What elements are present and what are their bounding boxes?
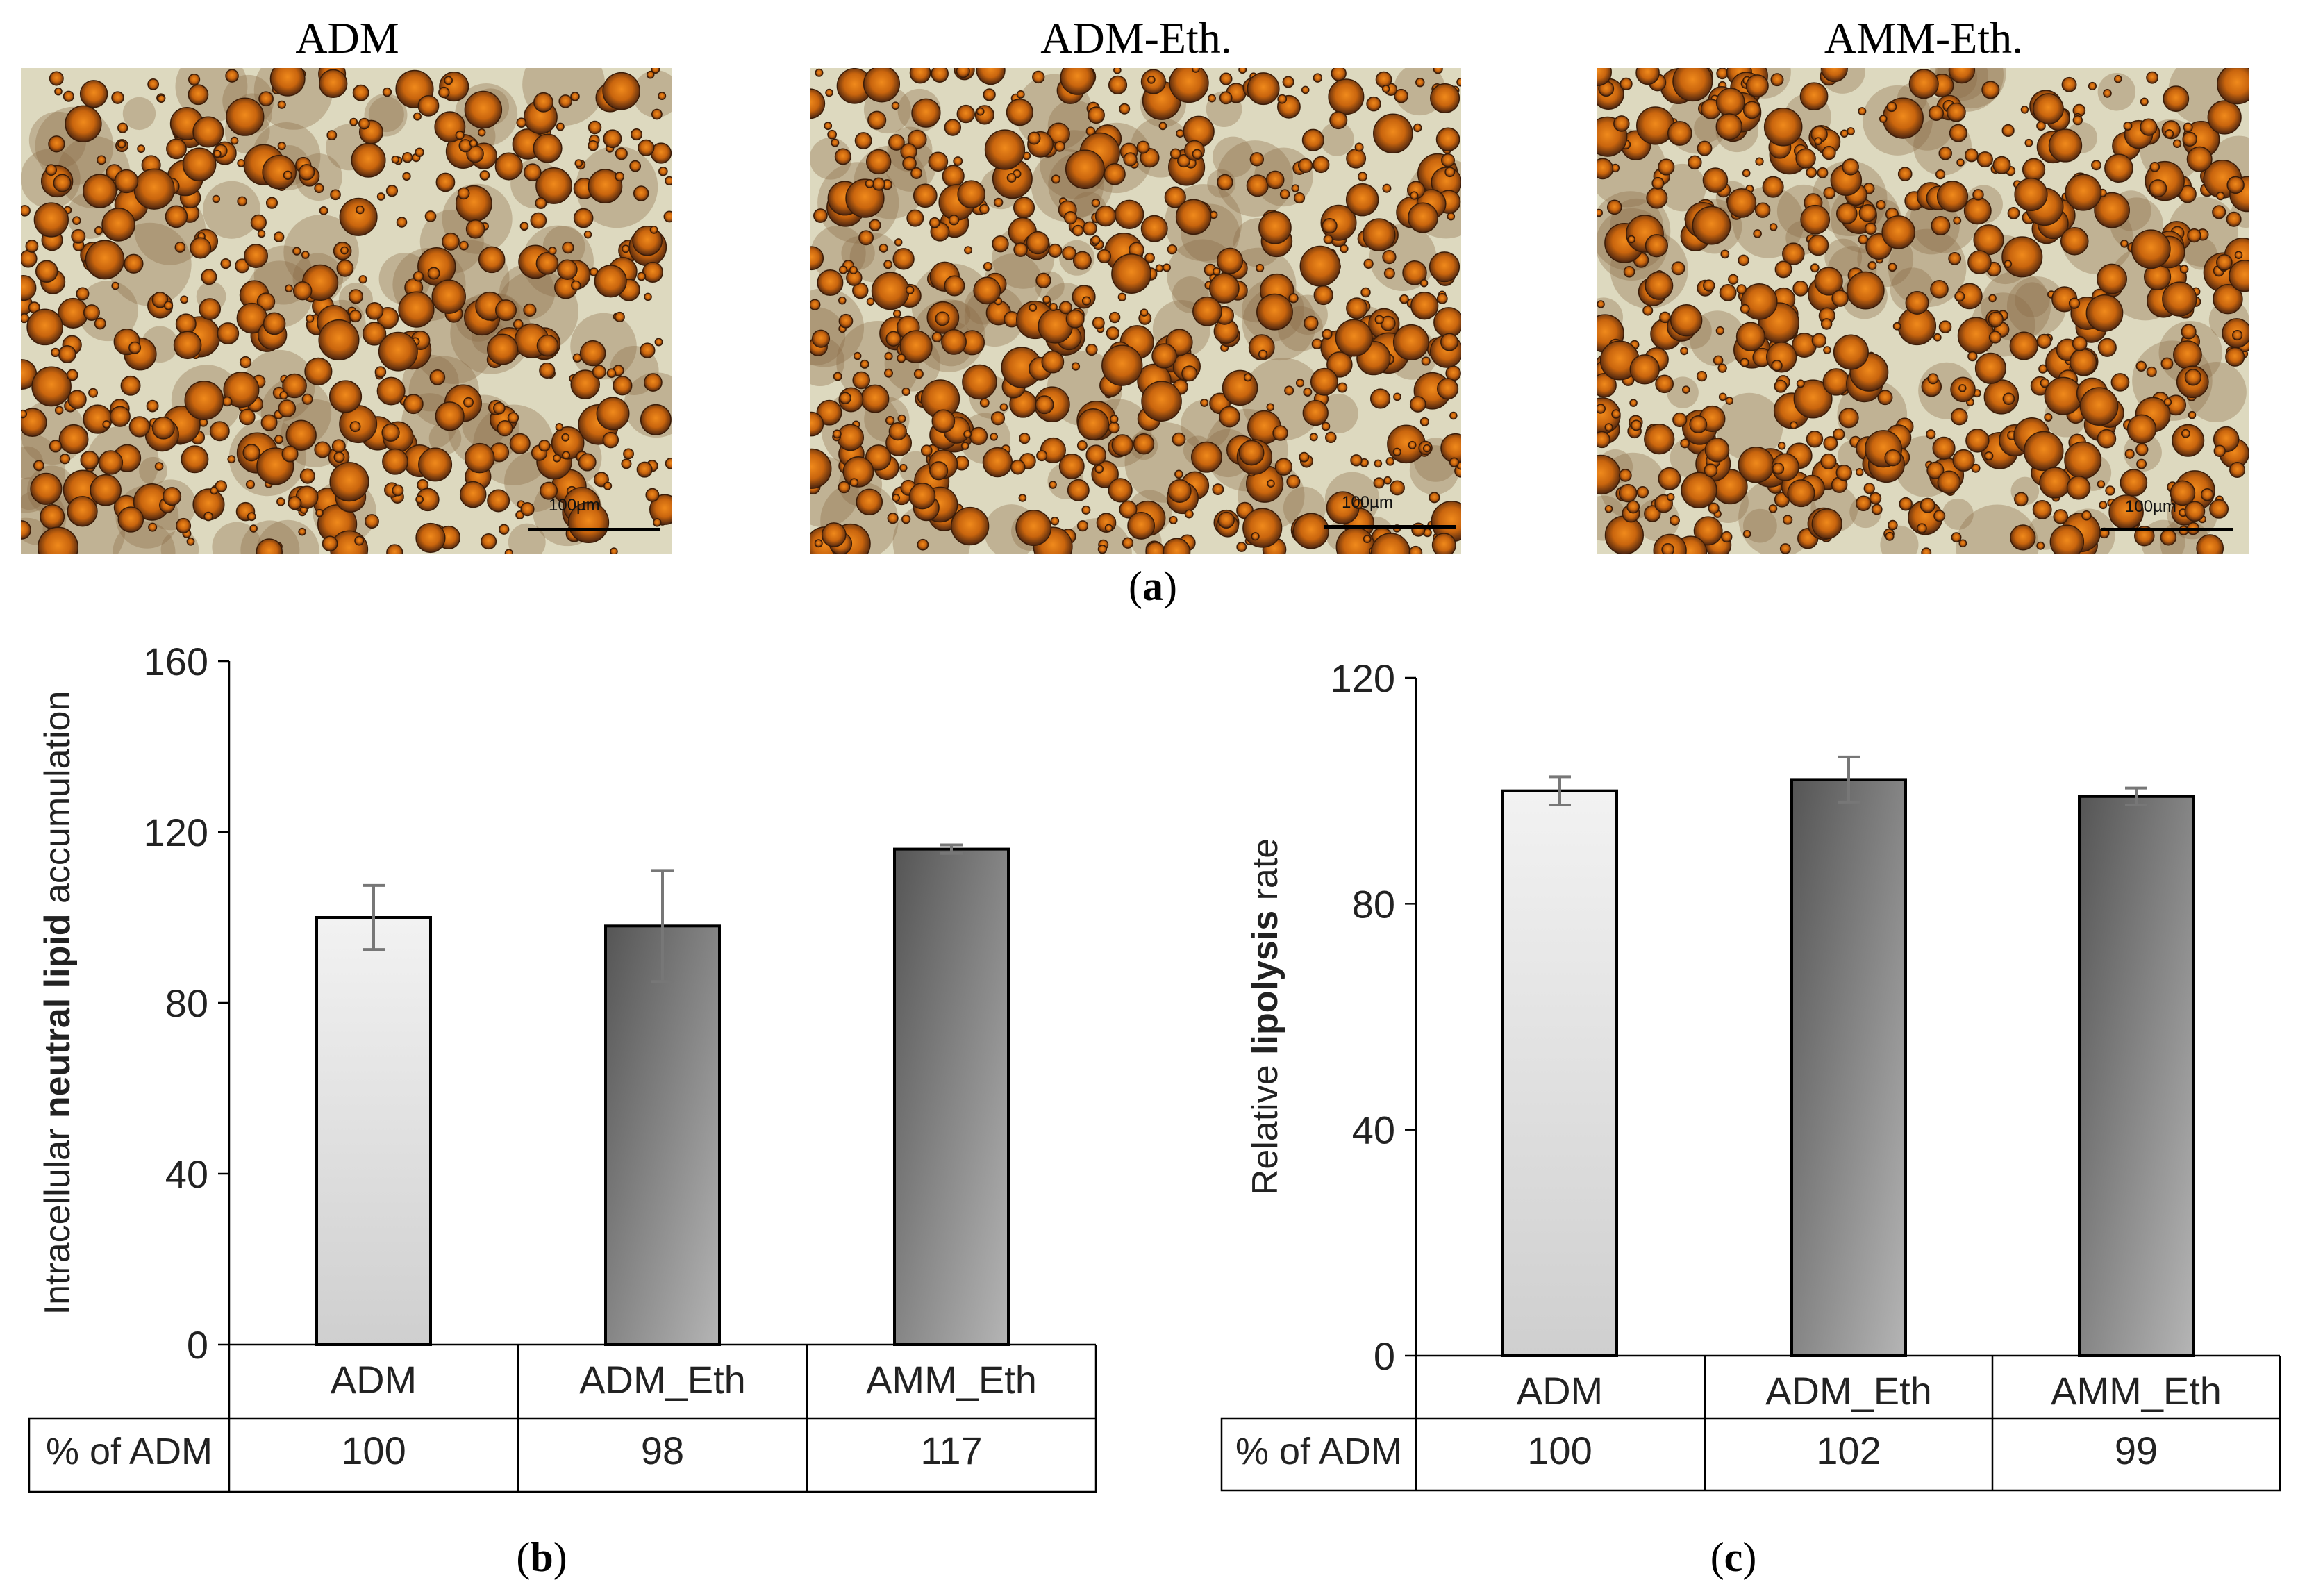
x-category-label: ADM_Eth xyxy=(579,1358,746,1402)
scale-bar xyxy=(1324,525,1456,529)
lipid-droplets xyxy=(1597,68,2249,554)
bar-amm-eth xyxy=(893,847,1010,1347)
micrograph-amm-eth: 100µm xyxy=(1597,68,2249,554)
bar-adm xyxy=(1501,789,1618,1357)
table-value: 117 xyxy=(920,1429,982,1472)
y-axis-label-part: lipolysis xyxy=(1245,911,1285,1055)
micrograph-title-amm-eth: AMM-Eth. xyxy=(1824,13,2024,63)
x-category-label: ADM xyxy=(331,1358,417,1402)
bar-adm-eth xyxy=(604,924,721,1346)
table-row-label: % of ADM xyxy=(1235,1431,1402,1472)
micrograph-adm-eth-image xyxy=(810,68,1461,554)
micrograph-adm-image xyxy=(21,68,672,554)
data-table xyxy=(1220,1354,2281,1492)
table-value: 102 xyxy=(1816,1429,1881,1472)
scale-bar-label: 100µm xyxy=(1342,493,1393,512)
y-tick-label: 160 xyxy=(144,640,208,683)
y-tick-label: 0 xyxy=(187,1323,208,1367)
x-category-label: ADM_Eth xyxy=(1765,1369,1932,1413)
scale-bar-label: 100µm xyxy=(2125,497,2176,516)
panel-label-a: (a) xyxy=(1129,563,1177,609)
error-bar xyxy=(651,869,674,983)
y-tick-label: 40 xyxy=(165,1152,208,1196)
y-tick-label: 120 xyxy=(144,811,208,854)
bar-adm xyxy=(315,916,432,1346)
y-axis-label-part: neutral lipid xyxy=(38,913,78,1118)
y-axis-label: Intracellular neutral lipid accumulation xyxy=(38,691,78,1315)
scale-bar-label: 100µm xyxy=(549,496,600,515)
error-bar xyxy=(2125,786,2147,806)
table-row-label: % of ADM xyxy=(46,1431,213,1472)
y-tick-label: 0 xyxy=(1374,1334,1395,1378)
chart-c: 0 40 80 120 Relative lipolysis rate ADM 100 ADM… xyxy=(1220,656,2281,1492)
panel-label-b: (b) xyxy=(516,1534,567,1580)
y-axis-label-part: Relative xyxy=(1245,1055,1285,1195)
x-category-label: AMM_Eth xyxy=(866,1358,1037,1402)
lipid-droplets xyxy=(21,68,672,554)
lipid-droplets xyxy=(810,68,1461,554)
chart-b: 0 40 80 120 160 Intracellular neutral lipid a… xyxy=(28,640,1097,1493)
table-value: 98 xyxy=(641,1429,684,1472)
table-value: 99 xyxy=(2115,1429,2158,1472)
y-axis-label-part: rate xyxy=(1245,838,1285,911)
micrograph-adm: 100µm xyxy=(21,68,672,554)
table-value: 100 xyxy=(1527,1429,1592,1472)
x-category-label: ADM xyxy=(1517,1369,1603,1413)
y-tick-label: 80 xyxy=(165,981,208,1025)
y-tick-label: 80 xyxy=(1352,882,1395,926)
error-bar xyxy=(1549,775,1571,806)
y-axis-label-part: Intracellular xyxy=(38,1118,78,1315)
micrograph-title-adm-eth: ADM-Eth. xyxy=(1040,13,1232,63)
table-value: 100 xyxy=(341,1429,406,1472)
y-axis-label: Relative lipolysis rate xyxy=(1245,838,1285,1195)
error-bar xyxy=(1838,755,1860,804)
y-axis-label-part: accumulation xyxy=(38,691,78,914)
x-category-label: AMM_Eth xyxy=(2051,1369,2222,1413)
micrograph-title-adm: ADM xyxy=(295,13,399,63)
bar-adm-eth xyxy=(1790,778,1907,1357)
panel-label-c: (c) xyxy=(1710,1534,1757,1580)
y-tick-label: 40 xyxy=(1352,1108,1395,1152)
scale-bar xyxy=(528,528,660,531)
micrograph-amm-eth-image xyxy=(1597,68,2249,554)
y-tick-label: 120 xyxy=(1331,656,1395,700)
micrograph-adm-eth: 100µm xyxy=(810,68,1461,554)
error-bar xyxy=(363,883,385,951)
data-table xyxy=(28,1343,1097,1493)
scale-bar xyxy=(2101,528,2233,531)
error-bar xyxy=(940,843,963,855)
bar-amm-eth xyxy=(2078,795,2195,1357)
